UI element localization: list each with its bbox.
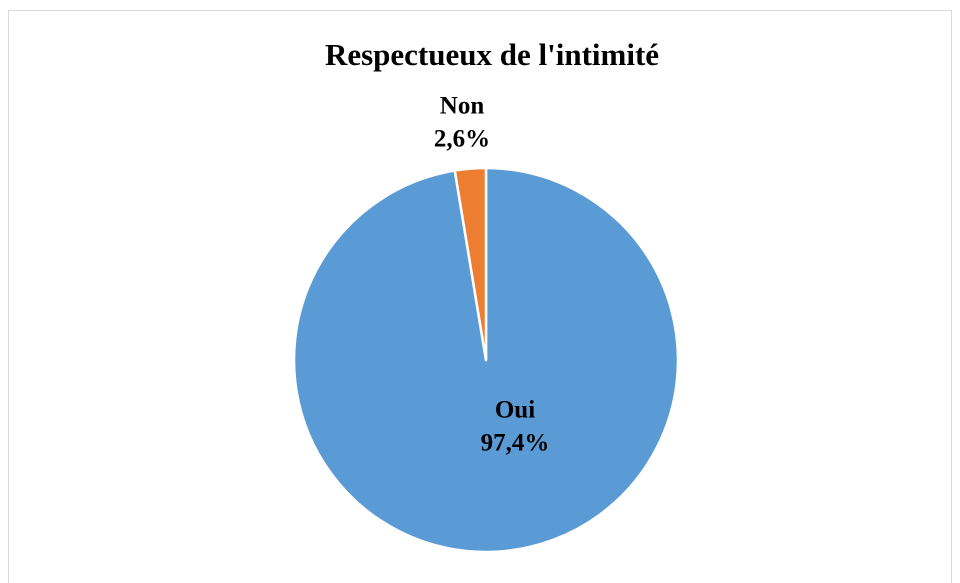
data-label-category: Non — [440, 93, 485, 120]
data-label-value: 2,6% — [434, 126, 490, 153]
data-label-value: 97,4% — [481, 430, 550, 457]
data-label-category: Oui — [495, 397, 535, 424]
chart-title: Respectueux de l'intimité — [325, 37, 659, 72]
pie-slice — [453, 166, 488, 362]
